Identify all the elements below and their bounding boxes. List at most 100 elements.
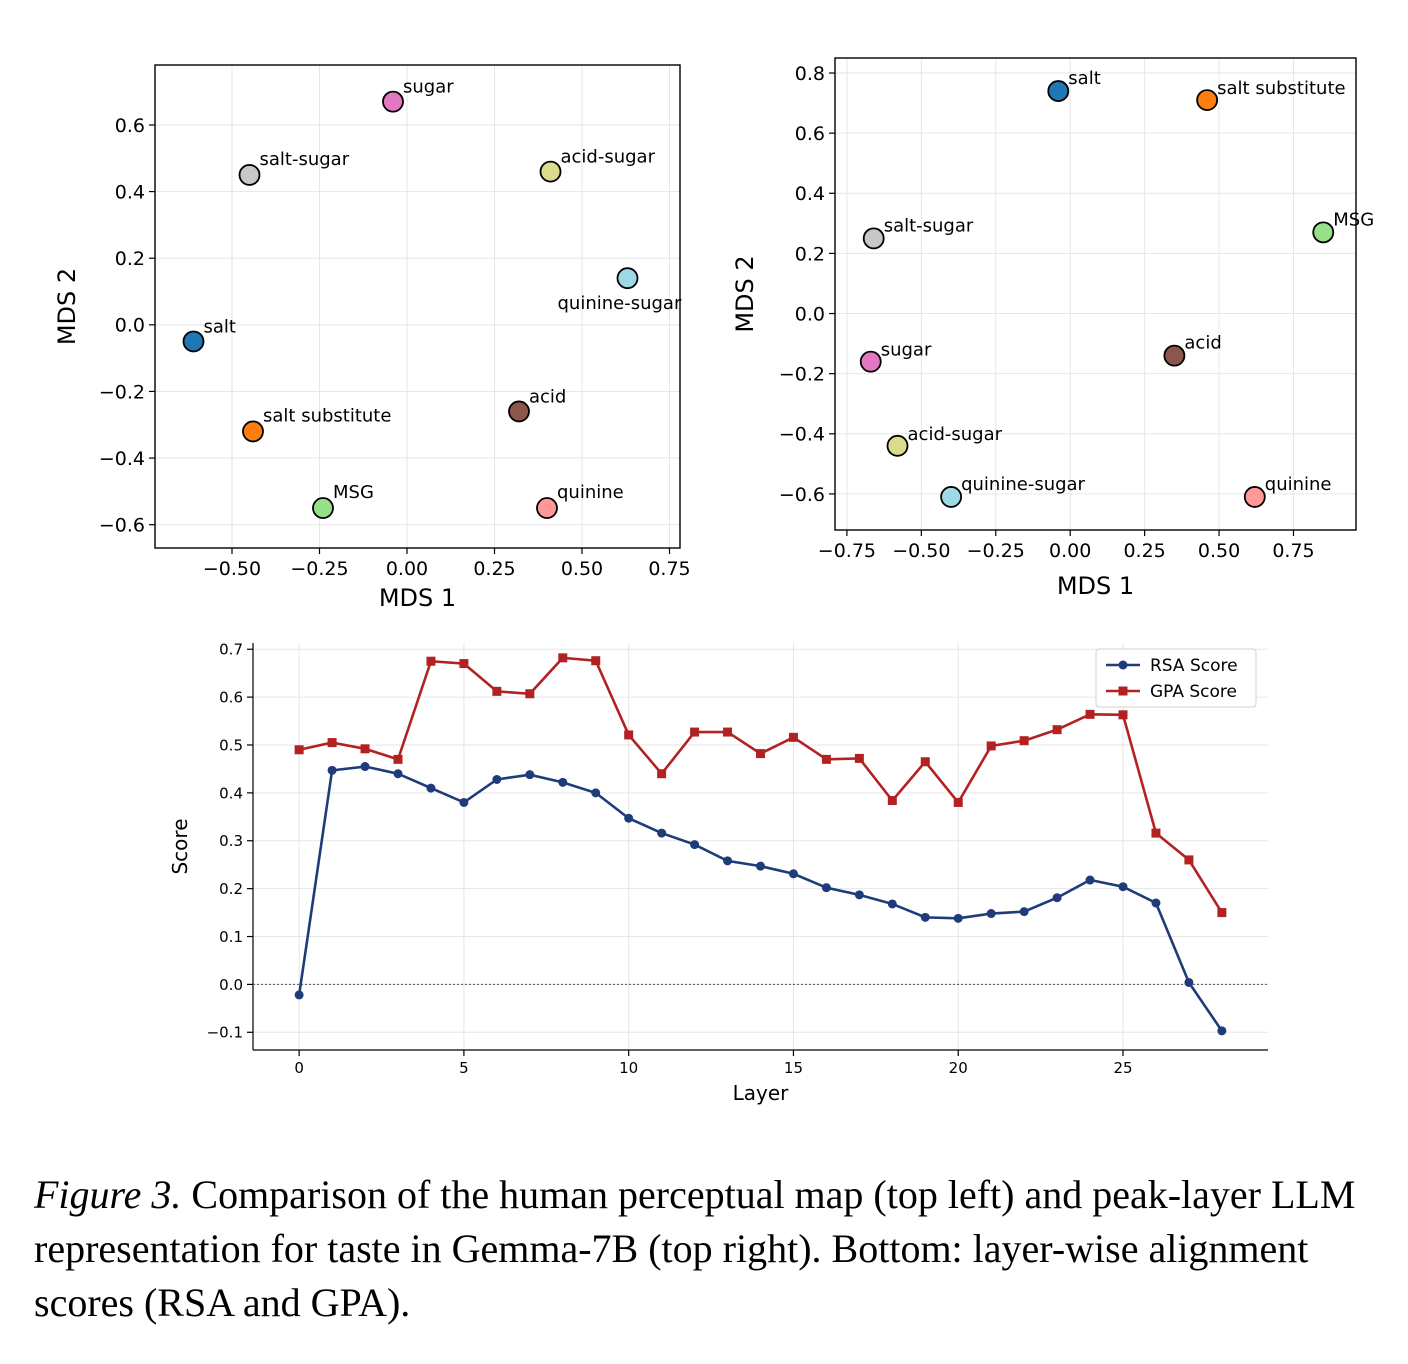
gpa-score-marker <box>360 744 370 754</box>
point-quinine-sugar <box>616 267 639 290</box>
gpa-score-marker <box>756 749 765 759</box>
point-sugar <box>382 90 404 113</box>
point-label-MSG: MSG <box>1333 209 1374 230</box>
gpa-score-marker <box>459 659 469 669</box>
gpa-score-marker <box>591 656 601 666</box>
gpa-score-marker <box>492 686 502 696</box>
y-tick-label: 0.7 <box>219 641 243 659</box>
caption-text: Comparison of the human perceptual map (… <box>34 1172 1356 1325</box>
point-label-sugar: sugar <box>881 340 932 361</box>
gpa-score-marker <box>1052 725 1062 735</box>
gpa-score-marker <box>327 738 337 748</box>
rsa-score-marker <box>1217 1026 1227 1036</box>
gpa-score-marker <box>887 796 897 806</box>
point-label-salt: salt <box>204 316 236 337</box>
plot-frame <box>154 64 681 549</box>
point-label-quinine-sugar: quinine-sugar <box>961 474 1085 495</box>
point-label-salt-substitute: salt substitute <box>1217 78 1345 99</box>
y-tick-label: 0.3 <box>219 832 243 850</box>
point-salt <box>1047 80 1070 102</box>
y-tick-label: −0.4 <box>779 424 825 446</box>
y-tick-label: −0.2 <box>99 381 145 403</box>
y-tick-label: −0.6 <box>779 484 825 506</box>
point-label-quinine-sugar: quinine-sugar <box>558 293 682 314</box>
point-salt-sugar <box>862 227 885 250</box>
y-axis-label: Score <box>168 818 192 874</box>
gpa-score-line <box>298 656 1223 914</box>
legend-label-gpa-score: GPA Score <box>1150 682 1237 702</box>
x-tick-label: 25 <box>1113 1059 1132 1077</box>
x-tick-label: 0.25 <box>1123 540 1165 562</box>
gpa-score-marker <box>426 656 436 666</box>
x-tick-label: 0.00 <box>386 558 428 580</box>
rsa-score-marker <box>426 783 436 793</box>
plot-frame <box>834 57 1357 531</box>
point-quinine <box>1243 486 1266 508</box>
rsa-score-marker <box>953 913 963 923</box>
point-salt-sugar <box>238 164 261 186</box>
rsa-score-marker <box>393 769 403 779</box>
rsa-score-marker <box>294 990 304 1000</box>
rsa-score-marker <box>657 828 667 838</box>
rsa-score-marker <box>1052 893 1062 903</box>
x-tick-label: 10 <box>619 1059 638 1077</box>
point-quinine-sugar <box>940 486 963 508</box>
gpa-score-marker <box>986 741 996 751</box>
y-tick-label: 0.0 <box>219 976 243 994</box>
legend-marker-gpa-score <box>1118 686 1128 696</box>
layer-score-chart: 0 5 10 15 20 25 −0.1 0.0 0.1 0.2 0.3 0.4 0.5 0.6 0.7 La… <box>168 641 1268 1105</box>
point-quinine <box>536 497 558 519</box>
gpa-score-marker <box>1085 709 1095 719</box>
gpa-score-marker <box>525 689 535 699</box>
x-axis-label: Layer <box>733 1081 790 1105</box>
gpa-score-marker <box>953 797 963 807</box>
point-label-acid-sugar: acid-sugar <box>908 424 1003 445</box>
point-label-quinine: quinine <box>557 482 624 503</box>
gpa-score-marker <box>854 753 864 763</box>
point-sugar <box>859 350 882 373</box>
gpa-score-marker <box>690 727 700 737</box>
point-label-salt-substitute: salt substitute <box>263 405 391 426</box>
gpa-score-marker <box>723 727 733 737</box>
gpa-score-marker <box>1217 908 1227 918</box>
y-tick-label: 0.5 <box>219 736 243 754</box>
point-label-salt-sugar: salt-sugar <box>884 215 974 236</box>
y-tick-label: 0.4 <box>219 784 243 802</box>
rsa-score-marker <box>492 774 502 784</box>
rsa-score-marker <box>1085 875 1095 885</box>
rsa-score-marker <box>854 890 864 900</box>
y-tick-label: 0.6 <box>115 115 145 137</box>
y-tick-label: −0.2 <box>779 364 825 386</box>
gpa-score-marker <box>1118 710 1128 720</box>
rsa-score-marker <box>887 899 897 909</box>
point-label-salt-sugar: salt-sugar <box>260 149 350 170</box>
point-acid-sugar <box>539 160 562 183</box>
rsa-score-marker <box>360 762 370 772</box>
x-tick-label: −0.25 <box>290 558 348 580</box>
gpa-score-marker <box>920 757 930 767</box>
mds-human-chart: −0.50 −0.25 0.00 0.25 0.50 0.75 −0.6 −0.4 −0.2 0.… <box>53 64 691 612</box>
rsa-score-marker <box>1118 882 1128 892</box>
gpa-score-marker <box>624 730 634 740</box>
rsa-score-line <box>297 765 1223 1032</box>
x-tick-label: 0.50 <box>561 558 603 580</box>
rsa-score-marker <box>690 840 700 850</box>
gpa-score-marker <box>1151 828 1161 838</box>
point-salt <box>182 330 205 353</box>
rsa-score-marker <box>558 777 568 787</box>
rsa-score-marker <box>1019 907 1029 917</box>
y-tick-label: 0.1 <box>219 928 243 946</box>
rsa-score-marker <box>525 770 535 780</box>
rsa-score-marker <box>986 909 996 919</box>
point-label-sugar: sugar <box>403 77 454 98</box>
point-acid <box>508 400 530 423</box>
rsa-score-marker <box>788 869 798 879</box>
x-tick-label: 0.25 <box>473 558 515 580</box>
y-axis-label: MDS 2 <box>53 268 81 345</box>
point-acid-sugar <box>886 434 909 457</box>
y-tick-label: 0.2 <box>219 880 243 898</box>
x-tick-label: −0.75 <box>818 540 876 562</box>
point-MSG <box>312 497 334 519</box>
gpa-score-marker <box>788 732 798 742</box>
